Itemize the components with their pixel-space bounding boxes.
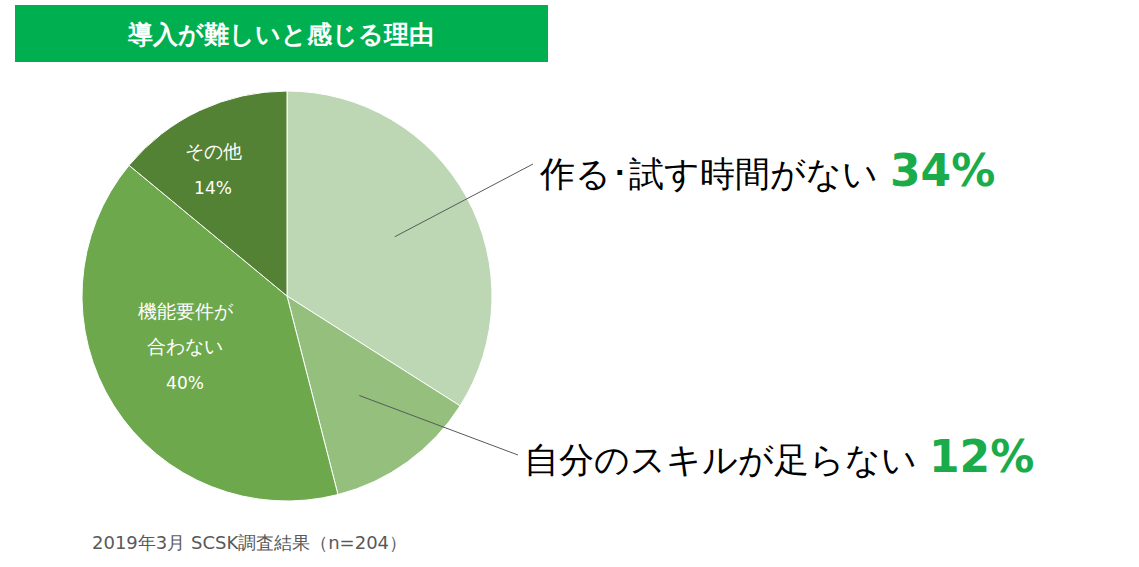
category-label: その他: [185, 140, 242, 162]
slice-label: 機能要件が合わない 40%: [138, 300, 234, 393]
leader-line: [359, 396, 518, 455]
category-label: 自分のスキルが足らない: [524, 440, 917, 480]
title-bar: [15, 5, 548, 62]
title: 導入が難しいと感じる理由: [127, 20, 434, 49]
category-label: 作る･試す時間がない: [539, 154, 878, 194]
source-note: 2019年3月 SCSK調査結果（n=204）: [92, 532, 407, 553]
leader-line: [395, 164, 533, 237]
chart: 導入が難しいと感じる理由作る･試す時間がない 34% 自分のスキルが足らない 12% 機…: [0, 0, 1139, 567]
data-label: 14%: [194, 178, 232, 198]
title-group: 導入が難しいと感じる理由: [15, 5, 548, 62]
slice-label: その他 14%: [185, 140, 242, 198]
slice-label: 作る･試す時間がない 34%: [539, 145, 995, 196]
slice-label: 自分のスキルが足らない 12%: [524, 431, 1034, 482]
category-label: 合わない: [147, 335, 223, 357]
pie: [82, 91, 492, 501]
data-label: 12%: [929, 431, 1034, 482]
category-label: 機能要件が: [138, 300, 234, 322]
data-label: 40%: [166, 373, 204, 393]
labels: 作る･試す時間がない 34% 自分のスキルが足らない 12% 機能要件が合わない 40% そ…: [138, 140, 1035, 482]
pie-slice: [129, 91, 287, 296]
data-label: 34%: [890, 145, 995, 196]
